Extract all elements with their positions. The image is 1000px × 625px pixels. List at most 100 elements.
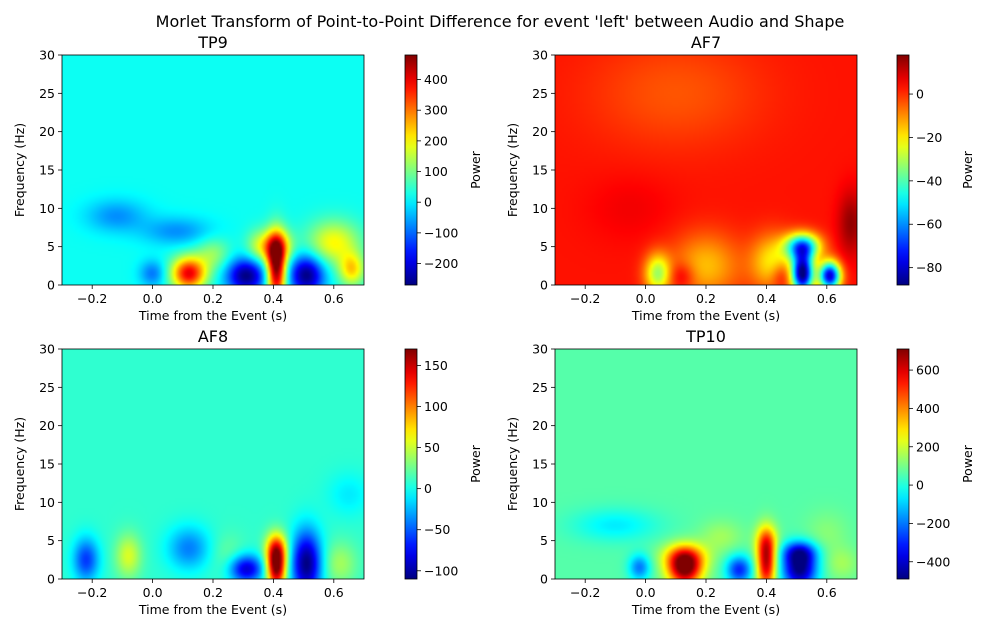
colorbar-tick-label: 100 xyxy=(424,399,448,414)
x-tick-label: 0.2 xyxy=(696,585,716,600)
y-tick-label: 10 xyxy=(532,201,548,216)
y-tick-label: 15 xyxy=(532,163,548,178)
x-tick-label: 0.6 xyxy=(817,585,837,600)
colorbar xyxy=(404,348,418,580)
y-tick-label: 0 xyxy=(47,572,55,587)
colorbar-tick-label: −200 xyxy=(424,256,458,271)
y-tick-label: 25 xyxy=(39,380,55,395)
colorbar-tick-label: −400 xyxy=(916,554,950,569)
colorbar-label: Power xyxy=(468,444,483,483)
subplot-title: TP9 xyxy=(197,33,228,52)
colorbar-tick-label: −40 xyxy=(916,173,942,188)
x-tick-label: 0.4 xyxy=(263,291,283,306)
y-tick-label: 30 xyxy=(39,48,55,63)
y-axis-label: Frequency (Hz) xyxy=(12,123,27,217)
heatmap-image xyxy=(62,55,364,285)
subplot-title: AF8 xyxy=(198,327,228,346)
y-tick-label: 5 xyxy=(540,533,548,548)
colorbar-tick-label: 50 xyxy=(424,440,440,455)
y-tick-label: 25 xyxy=(532,380,548,395)
y-tick-label: 0 xyxy=(47,278,55,293)
y-tick-label: 5 xyxy=(47,239,55,254)
x-tick-label: 0.4 xyxy=(756,585,776,600)
x-tick-label: 0.6 xyxy=(817,291,837,306)
heatmap-panel-1: AF7 −0.2 0.0 0.2 0.4 0.6 0 5 10 15 20 25 30 Time from… xyxy=(505,33,975,323)
colorbar-label: Power xyxy=(960,444,975,483)
heatmap-panel-0: TP9 −0.2 0.0 0.2 0.4 0.6 0 5 10 15 20 25 30 Time from… xyxy=(12,33,483,323)
colorbar-tick-label: 0 xyxy=(916,87,924,102)
colorbar xyxy=(404,54,418,286)
heatmap-image xyxy=(555,349,857,579)
y-tick-label: 0 xyxy=(540,278,548,293)
y-tick-label: 30 xyxy=(532,342,548,357)
x-axis-label: Time from the Event (s) xyxy=(631,602,780,617)
colorbar-tick-label: −60 xyxy=(916,217,942,232)
colorbar-tick-label: −20 xyxy=(916,130,942,145)
figure-suptitle: Morlet Transform of Point-to-Point Diffe… xyxy=(156,12,845,31)
y-tick-label: 5 xyxy=(540,239,548,254)
y-tick-label: 25 xyxy=(39,86,55,101)
colorbar-tick-label: 0 xyxy=(424,481,432,496)
colorbar-tick-label: −80 xyxy=(916,260,942,275)
colorbar-tick-label: 200 xyxy=(424,133,448,148)
y-tick-label: 20 xyxy=(39,418,55,433)
y-tick-label: 10 xyxy=(532,495,548,510)
y-tick-label: 20 xyxy=(532,418,548,433)
y-axis-label: Frequency (Hz) xyxy=(505,123,520,217)
x-axis-label: Time from the Event (s) xyxy=(138,308,287,323)
colorbar xyxy=(896,54,910,286)
colorbar-tick-label: 0 xyxy=(916,478,924,493)
y-tick-label: 20 xyxy=(532,124,548,139)
x-tick-label: −0.2 xyxy=(570,585,600,600)
x-tick-label: 0.6 xyxy=(324,291,344,306)
x-tick-label: 0.2 xyxy=(203,291,223,306)
x-tick-label: −0.2 xyxy=(77,585,107,600)
heatmap-panel-3: TP10 −0.2 0.0 0.2 0.4 0.6 0 5 10 15 20 25 30 Time fro… xyxy=(505,327,975,617)
y-tick-label: 30 xyxy=(532,48,548,63)
y-tick-label: 10 xyxy=(39,201,55,216)
colorbar-tick-label: 100 xyxy=(424,164,448,179)
x-tick-label: 0.6 xyxy=(324,585,344,600)
y-axis-label: Frequency (Hz) xyxy=(505,417,520,511)
x-tick-label: 0.4 xyxy=(756,291,776,306)
colorbar-tick-label: 400 xyxy=(424,72,448,87)
heatmap-image xyxy=(62,349,364,579)
heatmap-panel-2: AF8 −0.2 0.0 0.2 0.4 0.6 0 5 10 15 20 25 30 Time from… xyxy=(12,327,483,617)
x-tick-label: 0.0 xyxy=(636,291,656,306)
colorbar-tick-label: 400 xyxy=(916,401,940,416)
colorbar-tick-label: 600 xyxy=(916,363,940,378)
y-tick-label: 15 xyxy=(532,457,548,472)
x-tick-label: 0.0 xyxy=(143,585,163,600)
y-tick-label: 0 xyxy=(540,572,548,587)
colorbar-tick-label: −50 xyxy=(424,522,450,537)
y-tick-label: 20 xyxy=(39,124,55,139)
x-tick-label: 0.2 xyxy=(696,291,716,306)
subplot-title: AF7 xyxy=(691,33,721,52)
colorbar-tick-label: −200 xyxy=(916,516,950,531)
x-tick-label: 0.2 xyxy=(203,585,223,600)
colorbar-tick-label: 300 xyxy=(424,103,448,118)
y-tick-label: 10 xyxy=(39,495,55,510)
x-tick-label: 0.0 xyxy=(636,585,656,600)
x-tick-label: 0.4 xyxy=(263,585,283,600)
colorbar-tick-label: −100 xyxy=(424,563,458,578)
subplot-title: TP10 xyxy=(685,327,726,346)
colorbar xyxy=(896,348,910,580)
colorbar-label: Power xyxy=(468,150,483,189)
x-tick-label: 0.0 xyxy=(143,291,163,306)
colorbar-tick-label: 200 xyxy=(916,439,940,454)
y-tick-label: 25 xyxy=(532,86,548,101)
colorbar-label: Power xyxy=(960,150,975,189)
y-tick-label: 5 xyxy=(47,533,55,548)
y-tick-label: 15 xyxy=(39,457,55,472)
x-axis-label: Time from the Event (s) xyxy=(631,308,780,323)
colorbar-tick-label: 150 xyxy=(424,358,448,373)
x-tick-label: −0.2 xyxy=(77,291,107,306)
x-tick-label: −0.2 xyxy=(570,291,600,306)
y-tick-label: 30 xyxy=(39,342,55,357)
y-tick-label: 15 xyxy=(39,163,55,178)
heatmap-image xyxy=(555,55,857,285)
colorbar-tick-label: 0 xyxy=(424,195,432,210)
x-axis-label: Time from the Event (s) xyxy=(138,602,287,617)
